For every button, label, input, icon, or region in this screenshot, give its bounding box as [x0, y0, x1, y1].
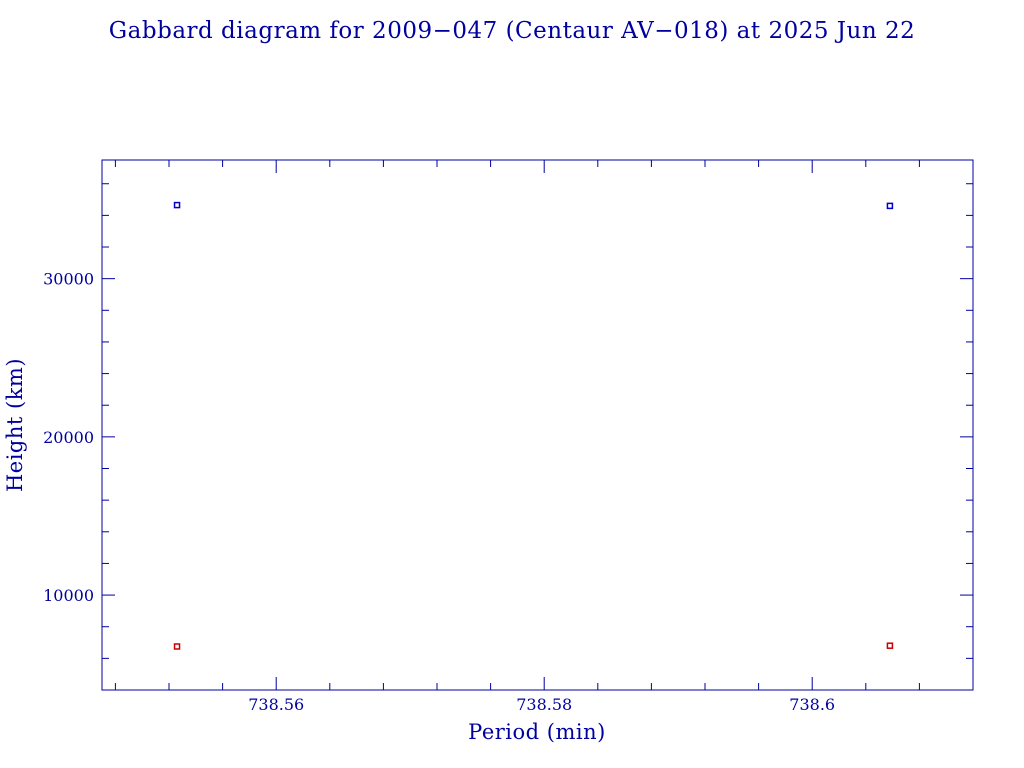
x-tick-label: 738.56 — [248, 695, 304, 714]
x-tick-label: 738.58 — [516, 695, 572, 714]
y-axis-label: Height (km) — [3, 358, 27, 492]
perigee-point — [173, 643, 181, 650]
tick-labels-layer: 738.56 738.58 738.6 10000 20000 30000 — [43, 270, 835, 714]
y-tick-label: 20000 — [43, 428, 94, 447]
x-axis-label: Period (min) — [468, 720, 606, 744]
ticks-layer — [102, 160, 974, 691]
x-tick-label: 738.6 — [789, 695, 835, 714]
perigee-point — [886, 642, 894, 649]
apogee-point — [173, 201, 181, 209]
points-layer — [173, 201, 894, 650]
plot-frame — [101, 159, 974, 691]
apogee-point — [886, 202, 894, 210]
y-tick-label: 10000 — [43, 586, 94, 605]
y-tick-label: 30000 — [43, 270, 94, 289]
chart-title: Gabbard diagram for 2009−047 (Centaur AV… — [109, 18, 915, 44]
